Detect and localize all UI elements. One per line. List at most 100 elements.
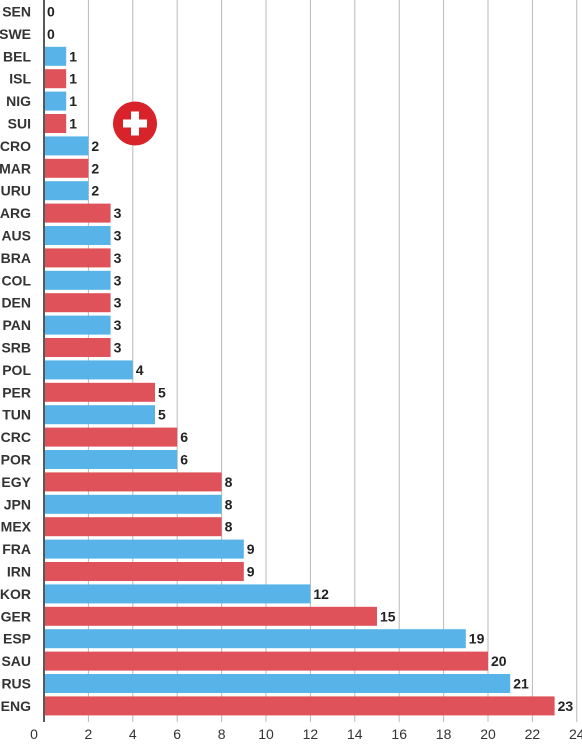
category-label-kor: KOR [0,586,31,602]
value-label-per: 5 [158,384,166,400]
category-label-sen: SEN [2,4,31,20]
category-label-per: PER [2,384,31,400]
category-label-swe: SWE [0,26,31,42]
category-label-mex: MEX [1,519,32,535]
bar-esp [45,629,466,649]
bar-srb [45,338,111,357]
x-tick-label-24: 24 [569,726,582,742]
value-label-den: 3 [114,295,122,311]
category-label-mar: MAR [0,160,31,176]
category-label-bra: BRA [1,250,31,266]
bar-cro [45,136,89,156]
value-label-uru: 2 [91,183,99,199]
bar-per [45,382,155,402]
x-tick-label-14: 14 [347,726,363,742]
category-label-egy: EGY [1,474,31,490]
value-label-pan: 3 [114,317,122,333]
bar-bel [45,46,67,66]
value-label-pol: 4 [136,362,144,378]
value-label-rus: 21 [513,676,529,692]
swiss-cross-horizontal [123,119,147,128]
x-tick-labels: 0 2 4 6 8 10 12 14 16 18 20 22 24 [30,726,582,742]
bar-por [45,450,178,469]
bar-pan [45,315,111,335]
value-label-arg: 3 [114,205,122,221]
category-label-tun: TUN [2,407,31,423]
value-label-sui: 1 [69,116,77,132]
value-label-cro: 2 [91,138,99,154]
bar-egy [45,472,222,492]
value-label-eng: 23 [558,698,574,714]
category-label-bel: BEL [3,48,31,64]
category-label-esp: ESP [3,631,31,647]
category-label-aus: AUS [1,228,31,244]
value-label-por: 6 [180,452,188,468]
bar-pol [45,360,133,380]
x-tick-label-4: 4 [129,726,137,742]
category-label-jpn: JPN [4,496,31,512]
x-tick-label-20: 20 [480,726,496,742]
value-label-esp: 19 [469,631,485,647]
value-label-swe: 0 [47,26,55,42]
bar-ger [45,606,377,626]
category-label-fra: FRA [2,541,31,557]
category-label-isl: ISL [9,71,31,87]
category-label-srb: SRB [1,340,31,356]
value-label-irn: 9 [247,564,255,580]
category-label-rus: RUS [1,676,31,692]
value-label-isl: 1 [69,71,77,87]
value-label-bel: 1 [69,48,77,64]
x-tick-label-16: 16 [391,726,407,742]
bar-irn [45,562,244,581]
bar-rus [45,674,511,693]
value-label-mar: 2 [91,160,99,176]
value-label-egy: 8 [225,474,233,490]
x-tick-label-22: 22 [525,726,541,742]
bar-kor [45,584,311,604]
bar-uru [45,181,89,201]
x-tick-label-8: 8 [218,726,226,742]
x-tick-label-6: 6 [173,726,181,742]
value-label-sau: 20 [491,653,507,669]
bar-arg [45,203,111,223]
value-label-jpn: 8 [225,496,233,512]
category-label-por: POR [1,452,31,468]
x-tick-label-12: 12 [303,726,319,742]
value-label-crc: 6 [180,429,188,445]
category-label-arg: ARG [0,205,31,221]
bar-crc [45,427,178,447]
bar-eng [45,696,555,716]
category-label-nig: NIG [6,93,31,109]
category-labels: SEN SWE BEL ISL NIG SUI CRO MAR URU ARG AUS BRA COL D… [0,4,32,714]
bar-mar [45,158,89,178]
category-label-ger: GER [1,608,31,624]
bar-den [45,293,111,313]
x-tick-label-2: 2 [85,726,93,742]
bar-aus [45,226,111,245]
category-label-den: DEN [1,295,31,311]
value-label-aus: 3 [114,228,122,244]
swiss-cross-icon [113,101,157,146]
value-label-col: 3 [114,272,122,288]
bar-bra [45,248,111,268]
category-label-pol: POL [2,362,31,378]
bar-mex [45,517,222,537]
category-label-cro: CRO [0,138,31,154]
bar-col [45,270,111,290]
bar-tun [45,405,155,425]
value-label-srb: 3 [114,340,122,356]
category-label-sau: SAU [1,653,31,669]
category-label-uru: URU [1,183,31,199]
category-label-irn: IRN [7,564,31,580]
bar-jpn [45,494,222,514]
bar-nig [45,91,67,111]
value-label-mex: 8 [225,519,233,535]
value-label-bra: 3 [114,250,122,266]
value-label-ger: 15 [380,608,396,624]
value-label-fra: 9 [247,541,255,557]
category-label-crc: CRC [1,429,31,445]
bar-isl [45,69,67,89]
bar-fra [45,539,244,559]
